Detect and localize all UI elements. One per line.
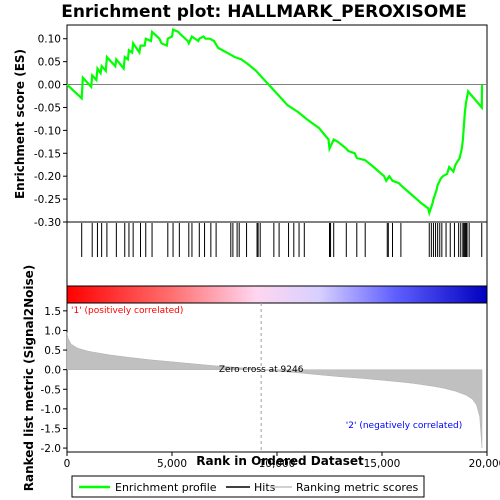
x-tick-label: 20,000	[469, 458, 500, 470]
hits-panel-frame	[66, 221, 488, 287]
ranked-y-tick-label: -1.0	[41, 404, 62, 416]
x-axis-label: Rank in Ordered Dataset	[196, 454, 364, 468]
hits-marks	[81, 223, 483, 257]
legend-label-hits: Hits	[254, 481, 276, 494]
ranked-y-tick-label: 1.0	[44, 325, 61, 337]
es-y-tick-label: -0.25	[34, 194, 61, 206]
es-y-tick-label: -0.15	[34, 148, 61, 160]
enrichment-profile-line	[66, 28, 484, 217]
x-tick-label: 15,000	[364, 458, 401, 470]
negative-correlation-label: '2' (negatively correlated)	[346, 421, 462, 431]
ranked-y-tick-label: -1.5	[41, 423, 62, 435]
legend: Enrichment profile Hits Ranking metric s…	[71, 475, 425, 498]
ranked-y-tick-label: -0.5	[41, 384, 62, 396]
x-tick-label: 5,000	[157, 458, 187, 470]
x-tick-label: 10,000	[259, 458, 296, 470]
es-y-tick-label: -0.05	[34, 102, 61, 114]
positive-correlation-label: '1' (positively correlated)	[71, 306, 183, 316]
es-y-axis-label: Enrichment score (ES)	[13, 49, 27, 199]
ranked-y-tick-label: 1.5	[44, 306, 61, 318]
es-y-ticks: 0.10 0.05 0.00 -0.05 -0.10 -0.15 -0.20 -0.25 -0.…	[34, 34, 67, 229]
es-y-tick-label: -0.10	[34, 125, 61, 137]
zero-cross-label: Zero cross at 9246	[219, 365, 304, 375]
ranked-y-axis-label: Ranked list metric (Signal2Noise)	[22, 265, 36, 492]
chart-title: Enrichment plot: HALLMARK_PEROXISOME	[61, 2, 467, 22]
ranking-metric-area	[66, 332, 483, 449]
es-panel-frame	[66, 24, 488, 223]
es-y-tick-label: -0.20	[34, 171, 61, 183]
es-panel: 0.10 0.05 0.00 -0.05 -0.10 -0.15 -0.20 -0.25 -0.…	[13, 24, 488, 229]
es-y-tick-label: 0.00	[38, 80, 61, 92]
es-y-tick-label: 0.10	[38, 34, 61, 46]
legend-label-enrichment: Enrichment profile	[115, 481, 217, 494]
ranked-y-tick-label: 0.5	[44, 345, 61, 357]
x-tick-label: 0	[64, 458, 71, 470]
hits-panel	[66, 221, 488, 287]
es-y-tick-label: 0.05	[38, 57, 61, 69]
ranked-y-tick-label: -2.0	[41, 443, 62, 455]
es-y-tick-label: -0.30	[34, 217, 61, 229]
legend-label-ranking: Ranking metric scores	[296, 481, 418, 494]
ranked-y-tick-label: 0.0	[44, 365, 61, 377]
rank-color-bar	[66, 285, 488, 304]
x-ticks: 0 5,000 10,000 15,000 20,000	[64, 452, 500, 470]
ranked-y-ticks: 1.5 1.0 0.5 0.0 -0.5 -1.0 -1.5 -2.0	[41, 306, 67, 455]
ranked-panel: 1.5 1.0 0.5 0.0 -0.5 -1.0 -1.5 -2.0 '1' (positi…	[22, 265, 488, 492]
